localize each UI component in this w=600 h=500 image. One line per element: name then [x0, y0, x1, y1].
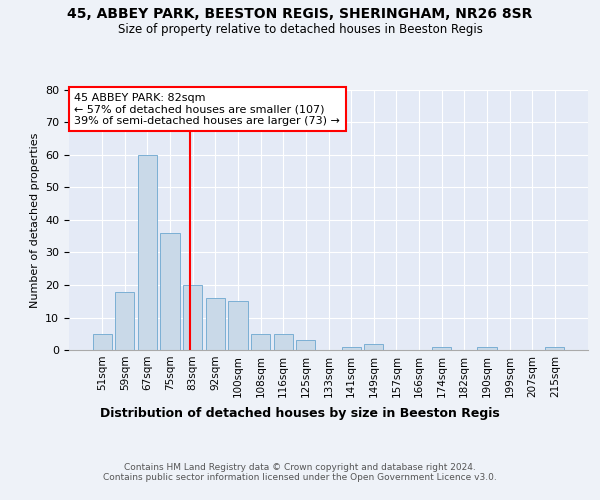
Bar — [115, 292, 134, 350]
Bar — [274, 334, 293, 350]
Bar — [545, 347, 565, 350]
Bar — [160, 233, 180, 350]
Bar — [229, 301, 248, 350]
Bar — [432, 347, 451, 350]
Bar — [138, 155, 157, 350]
Bar — [364, 344, 383, 350]
Bar — [341, 347, 361, 350]
Text: 45 ABBEY PARK: 82sqm
← 57% of detached houses are smaller (107)
39% of semi-deta: 45 ABBEY PARK: 82sqm ← 57% of detached h… — [74, 92, 340, 126]
Text: Size of property relative to detached houses in Beeston Regis: Size of property relative to detached ho… — [118, 22, 482, 36]
Y-axis label: Number of detached properties: Number of detached properties — [29, 132, 40, 308]
Bar — [477, 347, 497, 350]
Bar — [92, 334, 112, 350]
Bar — [251, 334, 270, 350]
Bar — [296, 340, 316, 350]
Text: Contains HM Land Registry data © Crown copyright and database right 2024.
Contai: Contains HM Land Registry data © Crown c… — [103, 462, 497, 482]
Text: Distribution of detached houses by size in Beeston Regis: Distribution of detached houses by size … — [100, 408, 500, 420]
Text: 45, ABBEY PARK, BEESTON REGIS, SHERINGHAM, NR26 8SR: 45, ABBEY PARK, BEESTON REGIS, SHERINGHA… — [67, 8, 533, 22]
Bar — [183, 285, 202, 350]
Bar — [206, 298, 225, 350]
